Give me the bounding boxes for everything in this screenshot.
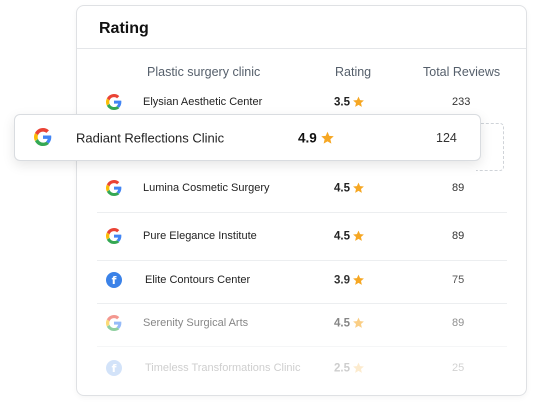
google-logo-icon xyxy=(106,94,122,110)
facebook-logo-icon: f xyxy=(106,360,122,376)
review-count: 124 xyxy=(436,130,457,145)
clinic-name: Timeless Transformations Clinic xyxy=(145,362,301,374)
star-icon xyxy=(353,182,364,193)
table-row[interactable]: f Elite Contours Center 3.9 75 xyxy=(97,257,507,303)
star-icon xyxy=(353,317,364,328)
table-row[interactable]: Serenity Surgical Arts 4.5 89 xyxy=(97,300,507,346)
rating-value: 4.5 xyxy=(334,317,365,330)
table-row[interactable]: Pure Elegance Institute 4.5 89 xyxy=(97,213,507,259)
dragged-row[interactable]: Radiant Reflections Clinic 4.9 124 xyxy=(14,114,481,161)
row-divider xyxy=(97,260,507,261)
review-count: 89 xyxy=(452,182,465,194)
rating-number: 3.9 xyxy=(334,274,350,286)
rating-number: 4.5 xyxy=(334,317,350,329)
rating-value: 3.9 xyxy=(334,274,365,287)
row-divider xyxy=(97,303,507,304)
table-row[interactable]: Elysian Aesthetic Center 3.5 233 xyxy=(97,79,507,125)
column-header-reviews: Total Reviews xyxy=(423,65,501,79)
google-logo-icon xyxy=(106,180,122,196)
review-count: 25 xyxy=(452,362,465,374)
clinic-name: Elite Contours Center xyxy=(145,274,251,286)
clinic-name: Radiant Reflections Clinic xyxy=(76,130,225,145)
clinic-name: Pure Elegance Institute xyxy=(143,230,257,242)
facebook-logo-icon: f xyxy=(106,272,122,288)
clinic-name: Serenity Surgical Arts xyxy=(143,317,249,329)
rating-value: 4.5 xyxy=(334,230,365,243)
star-icon xyxy=(353,230,364,241)
google-logo-icon xyxy=(106,315,122,331)
row-divider xyxy=(97,346,507,347)
rating-card: Rating Plastic surgery clinic Rating Tot… xyxy=(76,5,527,396)
rating-number: 3.5 xyxy=(334,96,350,108)
star-icon xyxy=(353,96,364,107)
clinic-name: Elysian Aesthetic Center xyxy=(143,96,263,108)
drop-placeholder xyxy=(476,123,504,171)
clinic-name: Lumina Cosmetic Surgery xyxy=(143,182,270,194)
card-title: Rating xyxy=(99,20,149,37)
review-count: 89 xyxy=(452,230,465,242)
rating-number: 4.5 xyxy=(334,182,350,194)
rating-number: 4.9 xyxy=(298,130,317,145)
column-header-rating: Rating xyxy=(335,65,372,79)
star-icon xyxy=(353,362,364,373)
rating-value: 2.5 xyxy=(334,362,365,375)
review-count: 75 xyxy=(452,274,465,286)
table-row[interactable]: Lumina Cosmetic Surgery 4.5 89 xyxy=(97,165,507,211)
rating-value: 3.5 xyxy=(334,96,365,109)
google-logo-icon xyxy=(106,228,122,244)
table-row[interactable]: f Timeless Transformations Clinic 2.5 25 xyxy=(97,345,507,391)
star-icon xyxy=(353,274,364,285)
rating-value: 4.5 xyxy=(334,182,365,195)
row-divider xyxy=(97,212,507,213)
rating-number: 2.5 xyxy=(334,362,350,374)
rating-value: 4.9 xyxy=(298,130,335,145)
column-header-clinic: Plastic surgery clinic xyxy=(147,65,261,79)
review-count: 233 xyxy=(452,96,471,108)
google-logo-icon xyxy=(34,128,52,146)
star-icon xyxy=(321,131,334,144)
rating-number: 4.5 xyxy=(334,230,350,242)
card-divider xyxy=(77,48,526,49)
review-count: 89 xyxy=(452,317,465,329)
